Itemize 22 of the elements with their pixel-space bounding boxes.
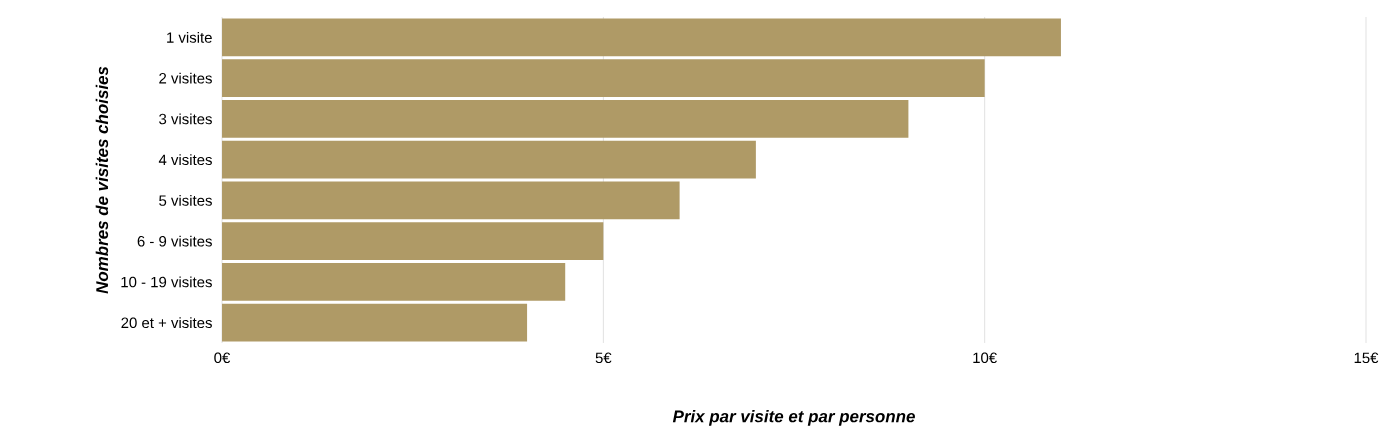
x-axis-title: Prix par visite et par personne [672,409,915,426]
bar [222,262,566,301]
bar [222,303,528,342]
bar [222,222,604,261]
x-tick-label: 0€ [214,352,231,364]
x-tick-label: 15€ [1354,352,1379,364]
y-tick-label: 2 visites [159,72,212,84]
bar [222,181,680,220]
bar [222,99,909,138]
y-tick-label: 20 et + visites [121,317,212,329]
bar [222,140,756,179]
bar [222,59,985,98]
bar [222,18,1061,57]
x-tick-label: 5€ [595,352,612,364]
y-tick-label: 3 visites [159,113,212,125]
y-tick-label: 1 visite [167,31,212,43]
y-tick-label: 4 visites [158,154,212,166]
y-tick-label: 10 - 19 visites [121,276,212,288]
x-tick-label: 10€ [973,352,997,364]
y-axis-title: Nombres de visites choisies [95,66,109,294]
y-tick-label: 6 - 9 visites [137,235,212,247]
y-tick-label: 5 visites [159,194,212,206]
